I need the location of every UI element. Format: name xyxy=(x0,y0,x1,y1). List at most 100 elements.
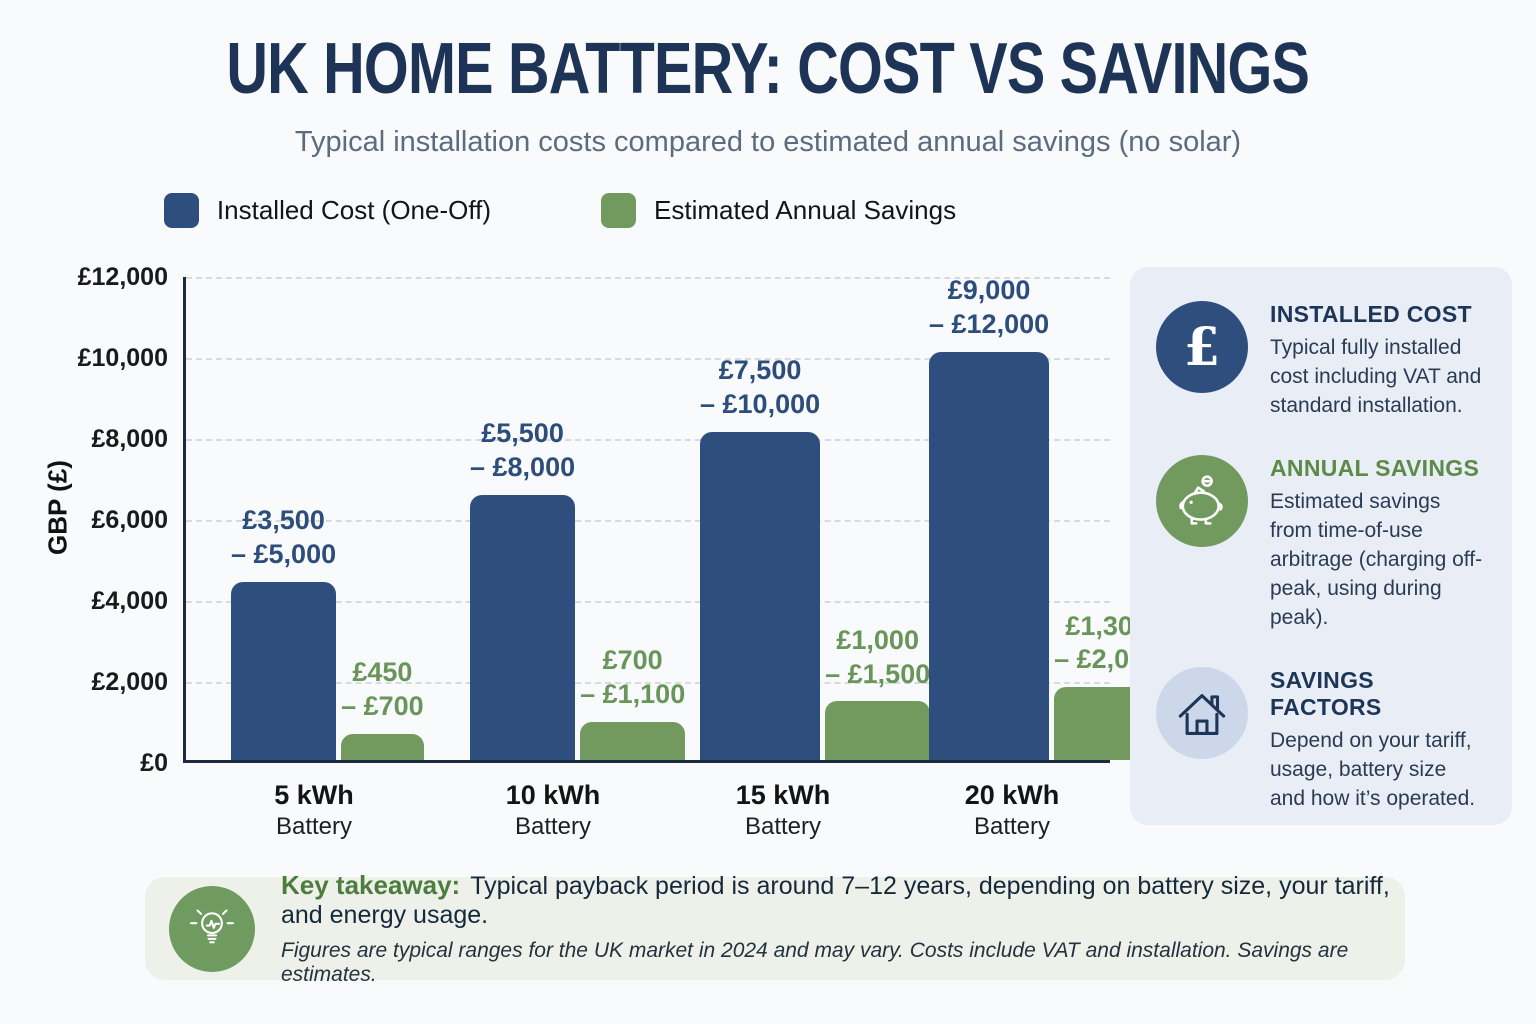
label-line: – £12,000 xyxy=(929,308,1050,339)
fine-print: Figures are typical ranges for the UK ma… xyxy=(281,939,1349,986)
category-sub: Battery xyxy=(973,813,1051,840)
bar-group-5kwh: £3,500 – £5,000 £450 – £700 xyxy=(231,274,424,760)
info-sidebar: £ INSTALLED COST Typical fully installed… xyxy=(1130,267,1512,825)
y-tick-label: £12,000 xyxy=(77,263,168,291)
card-heading: INSTALLED COST xyxy=(1270,301,1472,327)
label-line: £9,000 xyxy=(947,275,1031,305)
card-text: ANNUAL SAVINGS Estimated savings from ti… xyxy=(1270,455,1486,633)
footer-text: Key takeaway: Typical payback period is a… xyxy=(281,870,1405,987)
cost-range-label: £9,000 – £12,000 xyxy=(929,274,1049,342)
y-tick-label: £6,000 xyxy=(91,506,168,534)
legend-label: Installed Cost (One-Off) xyxy=(216,195,491,225)
installed-cost-card: £ INSTALLED COST Typical fully installed… xyxy=(1156,301,1486,421)
label-line: £700 xyxy=(602,645,663,676)
label-line: £3,500 xyxy=(242,505,325,536)
key-takeaway-banner: Key takeaway: Typical payback period is a… xyxy=(145,870,1405,986)
gridline xyxy=(186,682,1110,684)
category-sub: Battery xyxy=(514,813,592,840)
x-category-15kwh: 15 kWh Battery xyxy=(697,780,869,841)
installed-cost-column: £9,000 – £12,000 xyxy=(929,274,1050,760)
category-sub: Battery xyxy=(744,813,822,840)
card-body: Typical fully installed cost including V… xyxy=(1270,336,1482,417)
savings-range-label: £700 – £1,100 xyxy=(580,644,685,712)
annual-savings-column: £1,000 – £1,500 xyxy=(825,274,931,760)
installed-cost-swatch-icon xyxy=(163,193,199,228)
installed-cost-bar xyxy=(700,431,821,760)
category-size: 20 kWh xyxy=(964,780,1060,810)
label-line: – £8,000 xyxy=(470,452,576,482)
y-tick-label: £2,000 xyxy=(91,668,168,696)
installed-cost-column: £7,500 – £10,000 xyxy=(700,274,821,760)
chart-legend: Installed Cost (One-Off) Estimated Annua… xyxy=(0,193,1120,228)
card-text: SAVINGS FACTORS Depend on your tariff, u… xyxy=(1270,667,1486,814)
label-line: £5,500 xyxy=(481,418,564,449)
house-icon xyxy=(1156,666,1248,759)
installed-cost-column: £5,500 – £8,000 xyxy=(470,274,576,760)
y-tick-label: £0 xyxy=(140,749,168,777)
gridline xyxy=(186,601,1110,603)
category-size: 15 kWh xyxy=(735,780,831,810)
x-category-5kwh: 5 kWh Battery xyxy=(228,780,400,841)
annual-savings-column: £700 – £1,100 xyxy=(580,274,686,760)
pound-icon: £ xyxy=(1156,301,1248,393)
label-line: £1,000 xyxy=(836,624,919,655)
legend-item-installed-cost: Installed Cost (One-Off) xyxy=(163,193,491,228)
annual-savings-bar xyxy=(825,701,931,760)
bar-group-20kwh: £9,000 – £12,000 £1,300 – £2,000 xyxy=(929,274,1160,760)
label-line: – £1,100 xyxy=(580,678,686,709)
label-line: – £5,000 xyxy=(231,539,337,570)
y-tick-label: £10,000 xyxy=(77,344,168,372)
label-line: £7,500 xyxy=(718,355,802,386)
installed-cost-bar xyxy=(231,581,337,760)
gridline xyxy=(186,439,1110,441)
installed-cost-column: £3,500 – £5,000 xyxy=(231,274,337,760)
bar-group-15kwh: £7,500 – £10,000 £1,000 – £1,500 xyxy=(700,274,931,760)
savings-factors-card: SAVINGS FACTORS Depend on your tariff, u… xyxy=(1156,666,1486,814)
category-size: 10 kWh xyxy=(505,780,601,810)
piggy-bank-icon xyxy=(1156,454,1248,547)
cost-range-label: £3,500 – £5,000 xyxy=(231,504,336,572)
annual-savings-bar xyxy=(341,733,424,760)
card-heading: SAVINGS FACTORS xyxy=(1270,666,1382,720)
category-size: 5 kWh xyxy=(274,780,354,810)
label-line: – £10,000 xyxy=(700,389,821,420)
installed-cost-bar xyxy=(470,494,576,760)
cost-range-label: £5,500 – £8,000 xyxy=(470,417,575,485)
savings-range-label: £450 – £700 xyxy=(341,656,424,724)
bar-group-10kwh: £5,500 – £8,000 £700 – £1,100 xyxy=(470,274,686,760)
takeaway-line: Key takeaway: Typical payback period is a… xyxy=(281,870,1405,930)
takeaway-body: Typical payback period is around 7–12 ye… xyxy=(281,872,1390,929)
label-line: – £1,500 xyxy=(825,658,931,689)
cost-range-label: £7,500 – £10,000 xyxy=(700,354,820,422)
card-heading: ANNUAL SAVINGS xyxy=(1270,454,1480,481)
installed-cost-bar xyxy=(929,351,1050,760)
gridline xyxy=(186,358,1110,360)
annual-savings-bar xyxy=(580,721,686,760)
gridline xyxy=(186,277,1110,279)
x-category-20kwh: 20 kWh Battery xyxy=(926,780,1098,841)
legend-label: Estimated Annual Savings xyxy=(654,195,957,225)
x-category-10kwh: 10 kWh Battery xyxy=(467,780,639,841)
lightbulb-icon xyxy=(169,885,255,972)
savings-range-label: £1,000 – £1,500 xyxy=(825,624,930,692)
card-body: Estimated savings from time-of-use arbit… xyxy=(1270,489,1483,629)
page-subtitle: Typical installation costs compared to e… xyxy=(294,126,1242,158)
label-line: – £700 xyxy=(341,690,424,721)
card-text: INSTALLED COST Typical fully installed c… xyxy=(1270,301,1486,421)
takeaway-label: Key takeaway: xyxy=(281,870,461,900)
card-body: Depend on your tariff, usage, battery si… xyxy=(1270,728,1476,810)
annual-savings-card: ANNUAL SAVINGS Estimated savings from ti… xyxy=(1156,454,1486,633)
y-tick-label: £4,000 xyxy=(91,587,168,615)
annual-savings-column: £450 – £700 xyxy=(341,274,424,760)
y-tick-label: £8,000 xyxy=(91,425,168,453)
pound-glyph: £ xyxy=(1183,316,1221,378)
gridline xyxy=(186,520,1110,522)
label-line: £450 xyxy=(352,657,413,688)
page-title: UK HOME BATTERY: COST VS SAVINGS xyxy=(0,28,1536,110)
page-title-text: UK HOME BATTERY: COST VS SAVINGS xyxy=(226,29,1311,109)
annual-savings-swatch-icon xyxy=(601,193,636,228)
chart-plot-area: £3,500 – £5,000 £450 – £700 £5,500 – £8,… xyxy=(183,274,1160,763)
legend-item-annual-savings: Estimated Annual Savings xyxy=(601,193,956,228)
category-sub: Battery xyxy=(275,813,353,840)
